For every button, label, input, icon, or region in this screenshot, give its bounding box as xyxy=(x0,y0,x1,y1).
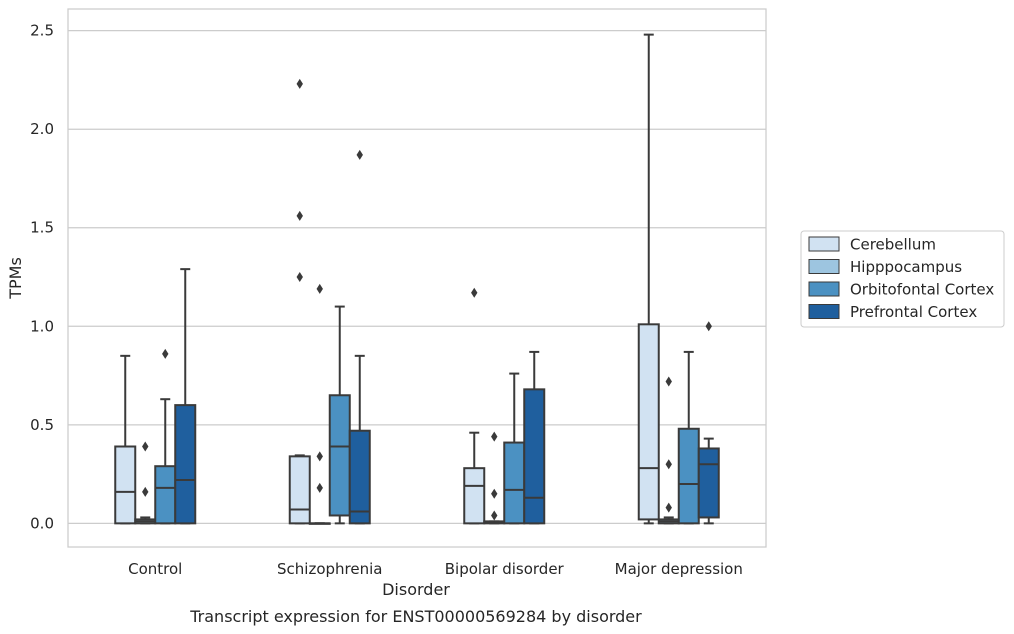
flier-point xyxy=(296,272,303,283)
legend-frame xyxy=(800,230,1005,328)
box-plot xyxy=(328,305,351,525)
flier-point xyxy=(491,488,498,499)
box-plot xyxy=(134,441,157,525)
flier-point xyxy=(142,486,149,497)
legend: Cerebellum Hipppocampus Orbitofontal Corte… xyxy=(800,230,1005,328)
box-iqr xyxy=(697,447,720,519)
flier-point xyxy=(316,482,323,493)
box-iqr xyxy=(637,323,660,521)
flier-point xyxy=(471,287,478,298)
x-tick-labels: Control Schizophrenia Bipolar disorder Majo… xyxy=(128,560,743,578)
legend-label: Prefrontal Cortex xyxy=(850,303,977,321)
chart-caption: Transcript expression for ENST0000056928… xyxy=(189,607,642,626)
y-tick-label: 2.0 xyxy=(30,120,54,138)
flier-point xyxy=(491,510,498,521)
flier-point xyxy=(296,210,303,221)
legend-label: Cerebellum xyxy=(850,236,936,254)
box-plot xyxy=(174,268,197,525)
box-iqr xyxy=(503,441,526,525)
legend-swatch xyxy=(808,259,840,274)
box-iqr xyxy=(348,429,371,525)
flier-point xyxy=(162,348,169,359)
box-iqr xyxy=(114,445,137,525)
y-tick-label: 0.5 xyxy=(30,416,54,434)
y-tick-label: 1.0 xyxy=(30,317,54,335)
box-plot xyxy=(308,283,331,525)
box-plot xyxy=(154,348,177,525)
legend-label: Orbitofontal Cortex xyxy=(850,281,994,299)
x-tick-label: Control xyxy=(128,560,182,578)
box-iqr xyxy=(174,404,197,525)
box-plot xyxy=(288,78,311,525)
box-plot xyxy=(348,149,371,525)
box-plot xyxy=(503,372,526,525)
flier-point xyxy=(491,431,498,442)
y-tick-label: 1.5 xyxy=(30,219,54,237)
legend-swatch xyxy=(808,236,840,252)
box-plot xyxy=(483,431,506,525)
box-plot xyxy=(657,376,680,525)
box-plot xyxy=(637,33,660,525)
box-iqr xyxy=(677,427,700,525)
legend-swatch xyxy=(808,304,840,319)
box-iqr xyxy=(328,394,351,517)
box-iqr xyxy=(523,388,546,525)
box-iqr xyxy=(154,465,177,525)
x-tick-label: Schizophrenia xyxy=(277,560,382,578)
y-axis-title: TPMs xyxy=(6,257,25,300)
box-iqr xyxy=(463,467,486,525)
box-plot xyxy=(677,350,700,525)
legend-swatch xyxy=(808,281,840,297)
flier-point xyxy=(665,459,672,470)
box-plot xyxy=(697,321,720,525)
box-plot xyxy=(463,287,486,525)
flier-point xyxy=(142,441,149,452)
y-tick-label: 0.0 xyxy=(30,514,54,532)
legend-label: Hipppocampus xyxy=(850,258,962,276)
flier-point xyxy=(705,321,712,332)
box-plot xyxy=(523,350,546,525)
flier-point xyxy=(316,283,323,294)
y-tick-labels: 0.0 0.5 1.0 1.5 2.0 2.5 xyxy=(30,22,54,533)
grid-lines xyxy=(68,30,766,524)
box-iqr xyxy=(288,455,311,525)
box-plot xyxy=(114,354,137,525)
flier-point xyxy=(665,502,672,513)
y-tick-label: 2.5 xyxy=(30,22,54,40)
x-tick-label: Bipolar disorder xyxy=(445,560,565,578)
x-tick-label: Major depression xyxy=(615,560,743,578)
x-axis-title: Disorder xyxy=(382,580,450,599)
flier-point xyxy=(356,149,363,160)
box-plots xyxy=(114,33,720,525)
flier-point xyxy=(296,78,303,89)
plot-frame xyxy=(67,8,767,548)
flier-point xyxy=(316,451,323,462)
flier-point xyxy=(665,376,672,387)
